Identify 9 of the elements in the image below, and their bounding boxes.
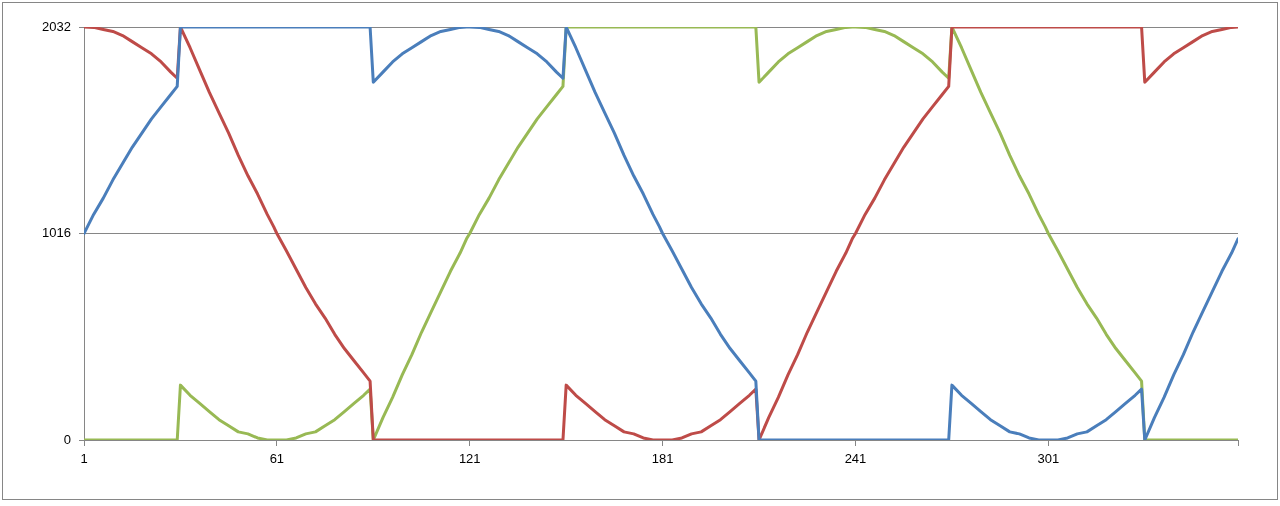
y-tick-label: 2032	[42, 18, 71, 34]
x-tick-label: 181	[651, 451, 674, 467]
x-tick-label: 121	[458, 451, 481, 467]
x-tick-label: 61	[269, 451, 285, 467]
y-tick-label: 1016	[42, 225, 71, 241]
x-tick-label: 301	[1037, 451, 1060, 467]
y-tick-label: 0	[63, 431, 71, 447]
x-tick-label: 241	[844, 451, 867, 467]
x-tick-label: 1	[80, 451, 88, 467]
